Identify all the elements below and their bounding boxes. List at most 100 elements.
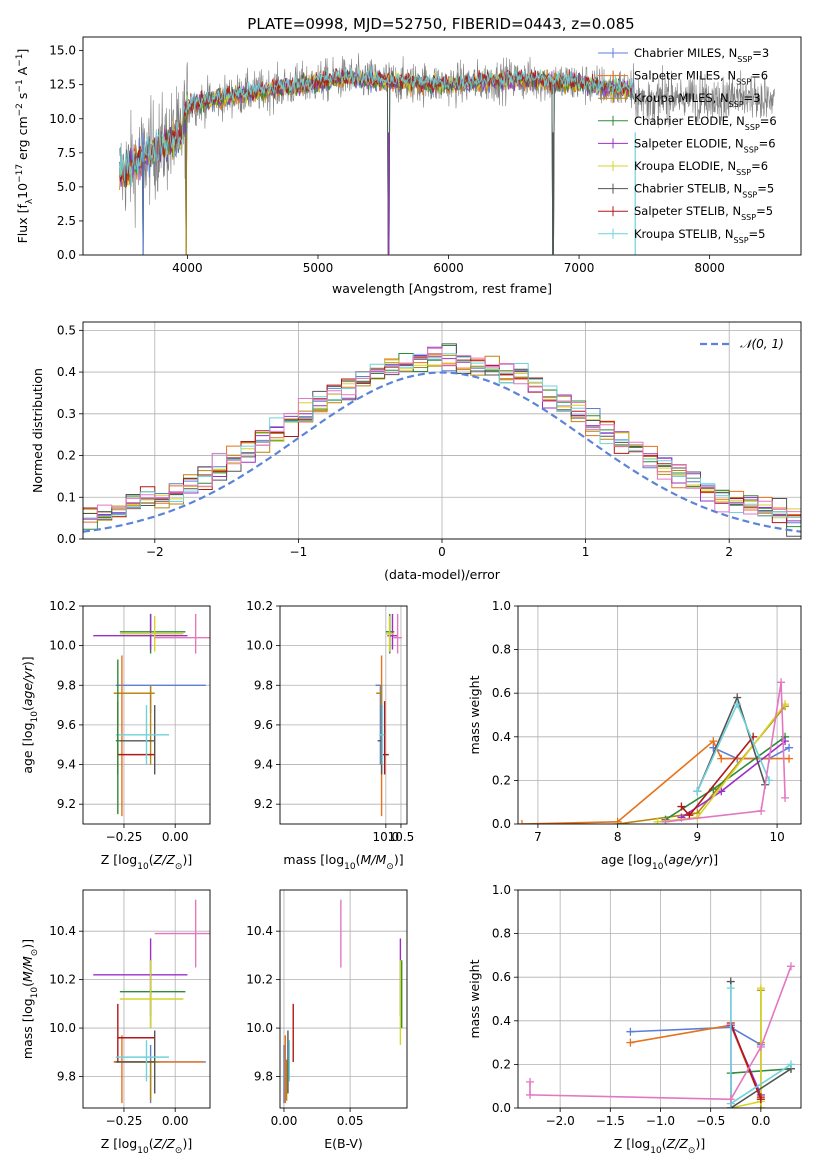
legend-entry-label: Chabrier STELIB, N — [634, 182, 742, 196]
y-axis-label: Normed distribution — [30, 368, 45, 493]
y-axis-label-part: Normed distribution — [30, 368, 45, 493]
axes-frame — [517, 889, 802, 1109]
y-tick-label: 0.2 — [492, 1057, 511, 1071]
x-axis-label-part: ⊙ — [175, 1146, 183, 1156]
x-axis-label-part: )] — [695, 1136, 705, 1151]
x-tick-label: 0.00 — [162, 1114, 189, 1128]
chart-massweight_vs_Z: −2.0 −1.5 −1.0 −0.5 0.0 0.0 0.2 0.4 0.6 0.8 1.0 Z [… — [467, 883, 802, 1156]
y-tick-label: 10.2 — [246, 599, 273, 613]
x-axis-label-part: wavelength [Angstrom, rest frame] — [332, 281, 552, 296]
legend-entry-label: Kroupa MILES, N — [634, 91, 729, 105]
legend-entry: Chabrier MILES, NSSP=3 — [634, 46, 769, 64]
y-axis-label-part: ⊙ — [30, 949, 40, 957]
y-tick-label: 10.2 — [246, 973, 273, 987]
chart-age_vs_Z: −0.25 0.009.29.49.69.810.010.2Z [log10(Z/… — [20, 599, 211, 872]
y-axis-label-part: )] — [20, 656, 35, 666]
y-tick-label: 9.4 — [254, 758, 273, 772]
y-tick-label: 10.0 — [49, 1021, 76, 1035]
y-tick-label: 0.2 — [57, 449, 76, 463]
legend-entry-label: Chabrier ELODIE, N — [634, 114, 745, 128]
plot-area — [518, 890, 801, 1108]
x-axis-label: Z [log10(Z/Z⊙)] — [101, 1136, 192, 1156]
x-axis-label: E(B-V) — [324, 1136, 363, 1151]
y-tick-label: 9.6 — [57, 718, 76, 732]
y-axis-label: mass weight — [467, 675, 482, 754]
y-axis-label-part: )] — [20, 939, 35, 949]
x-tick-label: 8 — [614, 830, 622, 844]
x-axis-label-part: Z/Z — [666, 1136, 689, 1151]
y-tick-label: 0.8 — [492, 643, 511, 657]
residual-legend: 𝒩(0, 1) — [700, 337, 784, 351]
legend-entry: Salpeter MILES, NSSP=6 — [634, 69, 768, 87]
y-axis-label-part: erg cm — [15, 116, 30, 164]
plot-area — [280, 606, 407, 824]
x-tick-label: 1 — [582, 545, 590, 559]
x-axis-label-part: )] — [182, 852, 192, 867]
y-tick-label: 0.3 — [57, 407, 76, 421]
x-tick-label: 0 — [438, 545, 446, 559]
x-axis-label-part: Z [log — [101, 852, 137, 867]
x-tick-label: −1.0 — [646, 1114, 675, 1128]
y-tick-label: 0.4 — [492, 1014, 511, 1028]
legend-entry-label: Salpeter MILES, N — [634, 69, 736, 83]
y-tick-label: 10.0 — [246, 1021, 273, 1035]
x-axis-label-part: 10 — [344, 862, 356, 872]
legend-entry: Kroupa ELODIE, NSSP=6 — [634, 159, 768, 177]
legend-entry-sub: SSP — [741, 213, 756, 222]
y-tick-label: 9.8 — [254, 1070, 273, 1084]
legend-entry-suffix: =6 — [751, 159, 768, 173]
y-tick-label: 10.0 — [49, 112, 76, 126]
x-axis-label-part: Z/Z — [153, 1136, 176, 1151]
legend-entry-suffix: =5 — [757, 182, 774, 196]
mass-weight-series — [696, 695, 766, 792]
x-tick-label: 10 — [769, 830, 784, 844]
chart-spectrum: 4000 5000 6000 7000 8000 0.0 2.5 5.0 7.5 10.0 12.5… — [15, 36, 802, 296]
y-tick-label: 0.0 — [57, 248, 76, 262]
x-tick-label: −0.5 — [696, 1114, 725, 1128]
x-axis-label-part: ( — [149, 1136, 154, 1151]
legend-entry-sub: SSP — [742, 190, 757, 199]
x-axis-label-part: Z/Z — [153, 852, 176, 867]
y-axis-label-part: age [log — [20, 722, 35, 773]
y-axis-label-part: 10 — [30, 711, 40, 723]
x-tick-label: −2 — [146, 545, 164, 559]
legend-entry-label: Kroupa STELIB, N — [634, 227, 734, 241]
y-tick-label: 9.6 — [254, 718, 273, 732]
x-axis-label-part: )] — [708, 852, 718, 867]
y-tick-label: 9.2 — [57, 797, 76, 811]
y-tick-label: 10.0 — [246, 639, 273, 653]
axes-frame — [279, 605, 408, 825]
mass-weight-marker — [613, 820, 622, 824]
y-tick-label: 10.4 — [246, 924, 273, 938]
y-axis-label: age [log10(age/yr)] — [20, 656, 40, 773]
legend-entry: Chabrier STELIB, NSSP=5 — [634, 182, 774, 200]
y-tick-label: 9.8 — [254, 678, 273, 692]
x-tick-label: 0.00 — [162, 830, 189, 844]
axes-frame — [279, 889, 408, 1109]
mass-weight-marker — [526, 1090, 535, 1099]
x-axis-label-part: Z [log — [101, 1136, 137, 1151]
mass-weight-marker — [693, 787, 702, 796]
axes-frame — [517, 605, 802, 825]
y-tick-label: 0.0 — [492, 1101, 511, 1115]
plot-area — [280, 890, 407, 1108]
chart-mass_vs_ebv: 0.00 0.05 9.8 10.0 10.2 10.4 E(B-V) — [246, 889, 408, 1151]
plot-area — [83, 606, 210, 824]
y-tick-label: 0.6 — [492, 970, 511, 984]
y-axis-label-part: s — [15, 93, 30, 104]
y-axis-label-part: −17 — [15, 164, 25, 183]
legend-entry-suffix: =6 — [751, 69, 768, 83]
y-axis-label-part: 10 — [30, 987, 40, 999]
y-axis-label-part: A — [15, 66, 30, 79]
mass-weight-marker — [709, 737, 718, 746]
y-axis-label-part: −2 — [15, 103, 25, 116]
x-tick-label: 4000 — [172, 261, 203, 275]
y-axis-label-part: 10 — [15, 183, 30, 199]
plot-area — [83, 890, 210, 1108]
y-axis-label-part: age/yr — [20, 665, 35, 706]
mass-weight-series — [617, 705, 786, 824]
mass-weight-marker — [518, 820, 526, 824]
x-tick-label: −0.25 — [106, 1114, 143, 1128]
x-tick-label: 9 — [694, 830, 702, 844]
